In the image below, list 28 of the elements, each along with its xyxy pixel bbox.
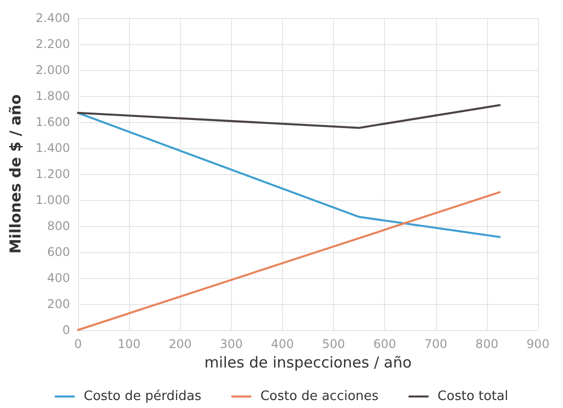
- y-tick-label: 2.000: [36, 63, 70, 77]
- x-tick-label: 800: [475, 337, 498, 351]
- y-tick-label: 600: [47, 245, 70, 259]
- y-tick-label: 1.000: [36, 193, 70, 207]
- y-tick-label: 1.800: [36, 89, 70, 103]
- x-tick-label: 500: [322, 337, 346, 351]
- y-tick-label: 800: [47, 219, 70, 233]
- y-tick-label: 400: [47, 271, 70, 285]
- x-tick-label: 600: [373, 337, 396, 351]
- x-tick-label: 400: [270, 337, 294, 351]
- x-tick-label: 100: [118, 337, 141, 351]
- legend-label: Costo de pérdidas: [84, 389, 202, 404]
- y-tick-label: 200: [47, 297, 70, 311]
- y-tick-label: 1.600: [36, 115, 70, 129]
- y-tick-label: 2.200: [36, 37, 70, 51]
- x-tick-label: 900: [526, 337, 550, 351]
- x-tick-label: 0: [74, 337, 82, 351]
- x-tick-label: 200: [168, 337, 192, 351]
- x-axis-title: miles de inspecciones / año: [204, 353, 412, 372]
- y-tick-label: 1.400: [36, 141, 70, 155]
- legend-label: Costo total: [438, 389, 508, 404]
- legend-label: Costo de acciones: [260, 389, 379, 404]
- y-tick-label: 0: [62, 323, 70, 337]
- y-tick-label: 1.200: [36, 167, 70, 181]
- x-tick-label: 300: [220, 337, 243, 351]
- y-tick-label: 2.400: [36, 11, 70, 25]
- x-tick-label: 700: [424, 337, 448, 351]
- y-axis-title: Millones de $ / año: [6, 94, 24, 254]
